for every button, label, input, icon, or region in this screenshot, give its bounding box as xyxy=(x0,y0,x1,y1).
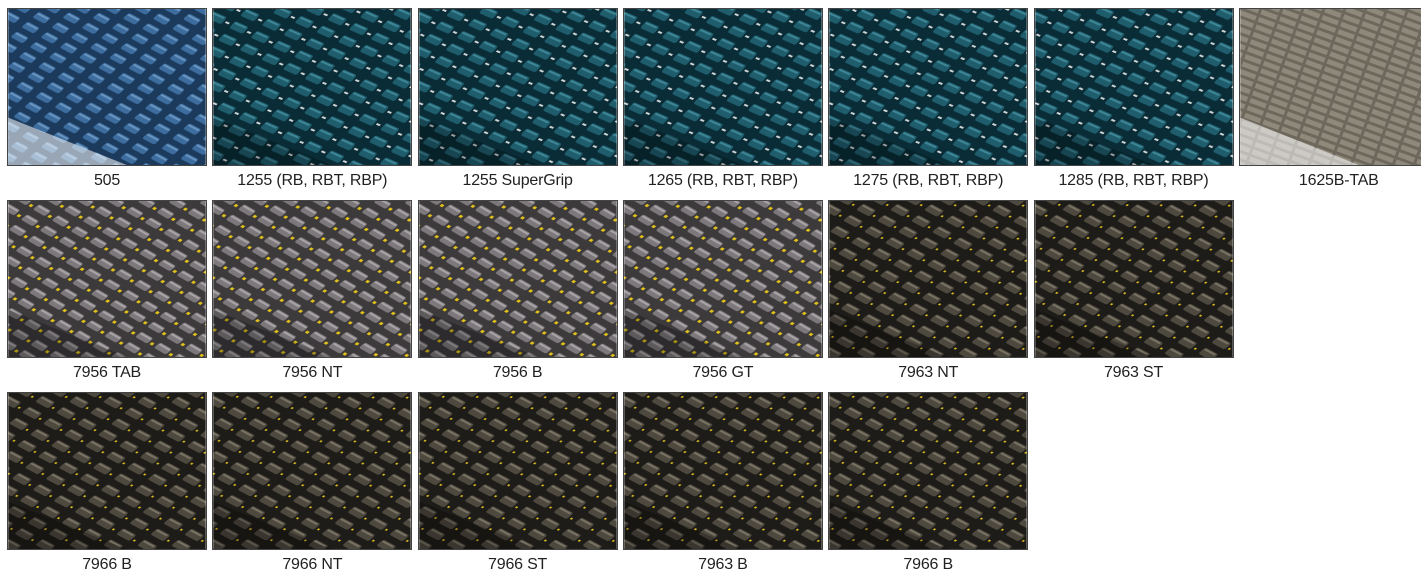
product-tile[interactable]: 7963 B xyxy=(622,392,823,574)
product-image[interactable] xyxy=(1033,200,1234,358)
product-tile[interactable]: 7956 B xyxy=(417,200,618,382)
product-tile[interactable]: 1285 (RB, RBT, RBP) xyxy=(1033,8,1234,190)
product-tile[interactable]: 7956 GT xyxy=(622,200,823,382)
product-label[interactable]: 1285 (RB, RBT, RBP) xyxy=(1058,172,1209,189)
product-tile[interactable]: 1255 (RB, RBT, RBP) xyxy=(212,8,413,190)
product-image[interactable] xyxy=(1033,8,1234,166)
product-label[interactable]: 7966 B xyxy=(82,556,132,573)
product-tile[interactable]: 7956 TAB xyxy=(7,200,207,382)
product-tile[interactable]: 1255 SuperGrip xyxy=(417,8,618,190)
product-image[interactable] xyxy=(7,8,207,166)
product-image[interactable] xyxy=(622,392,823,550)
product-tile[interactable]: 7963 ST xyxy=(1033,200,1234,382)
product-label[interactable]: 7966 NT xyxy=(282,556,343,573)
product-tile[interactable]: 505 xyxy=(7,8,207,190)
product-label[interactable]: 7966 ST xyxy=(488,556,548,573)
product-label[interactable]: 1255 SuperGrip xyxy=(462,172,573,189)
product-image[interactable] xyxy=(1238,8,1421,166)
product-label[interactable]: 1275 (RB, RBT, RBP) xyxy=(853,172,1004,189)
product-image[interactable] xyxy=(828,200,1029,358)
product-label[interactable]: 7963 B xyxy=(698,556,748,573)
product-label[interactable]: 1625B-TAB xyxy=(1298,172,1379,189)
product-tile[interactable]: 1275 (RB, RBT, RBP) xyxy=(828,8,1029,190)
product-image[interactable] xyxy=(212,8,413,166)
product-label[interactable]: 7956 B xyxy=(492,364,543,381)
product-label[interactable]: 7956 TAB xyxy=(72,364,142,381)
product-label[interactable]: 1265 (RB, RBT, RBP) xyxy=(647,172,798,189)
product-image[interactable] xyxy=(7,392,207,550)
product-image[interactable] xyxy=(417,392,618,550)
product-label[interactable]: 7963 ST xyxy=(1103,364,1164,381)
product-image[interactable] xyxy=(212,392,413,550)
product-image[interactable] xyxy=(417,8,618,166)
product-image[interactable] xyxy=(828,392,1029,550)
product-label[interactable]: 7956 NT xyxy=(282,364,343,381)
product-image[interactable] xyxy=(828,8,1029,166)
product-tile[interactable]: 7966 B xyxy=(828,392,1029,574)
product-tile[interactable]: 1265 (RB, RBT, RBP) xyxy=(622,8,823,190)
product-tile[interactable]: 7956 NT xyxy=(212,200,413,382)
product-label[interactable]: 1255 (RB, RBT, RBP) xyxy=(237,172,388,189)
product-label[interactable]: 7963 NT xyxy=(898,364,959,381)
product-image[interactable] xyxy=(212,200,413,358)
product-tile[interactable]: 7966 B xyxy=(7,392,207,574)
product-label[interactable]: 7966 B xyxy=(903,556,953,573)
product-image[interactable] xyxy=(622,200,823,358)
product-image[interactable] xyxy=(417,200,618,358)
product-label[interactable]: 7956 GT xyxy=(692,364,754,381)
product-image[interactable] xyxy=(622,8,823,166)
product-tile[interactable]: 7963 NT xyxy=(828,200,1029,382)
product-image[interactable] xyxy=(7,200,207,358)
product-tile[interactable]: 1625B-TAB xyxy=(1238,8,1421,190)
product-label[interactable]: 505 xyxy=(93,172,121,189)
product-tile[interactable]: 7966 ST xyxy=(417,392,618,574)
product-tile[interactable]: 7966 NT xyxy=(212,392,413,574)
